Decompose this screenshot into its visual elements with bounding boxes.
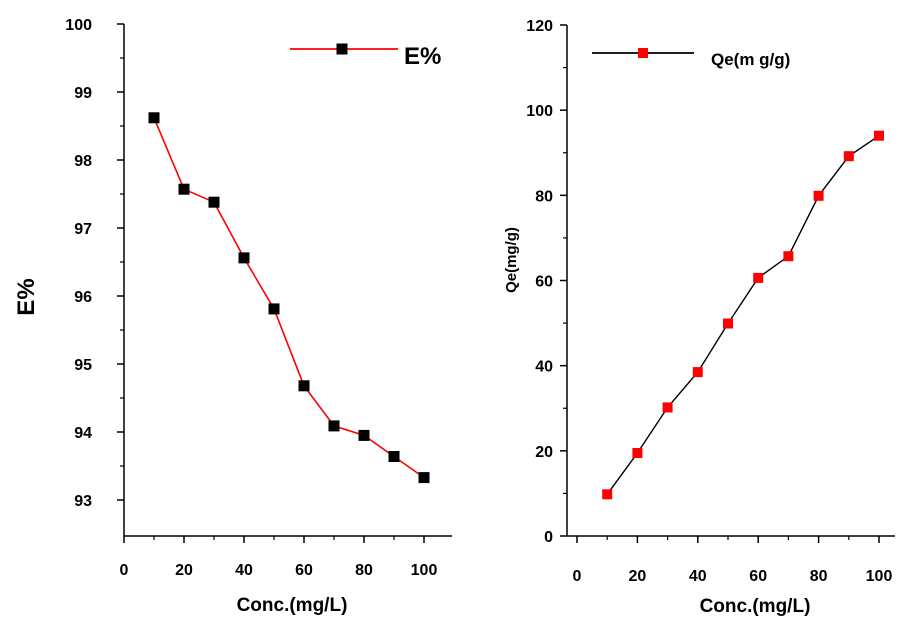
x-tick-label: 80 — [355, 562, 373, 579]
data-point — [418, 472, 430, 484]
y-tick-label: 95 — [74, 357, 92, 374]
data-point — [723, 318, 733, 329]
data-point — [178, 183, 190, 195]
x-tick-label: 20 — [175, 562, 193, 579]
x-tick-label: 0 — [120, 562, 129, 579]
data-point — [328, 420, 340, 432]
data-point — [298, 380, 310, 392]
y-tick-label: 98 — [74, 153, 92, 170]
legend-marker — [638, 48, 648, 58]
legend-label: Qe(m g/g) — [711, 50, 790, 69]
data-point — [874, 130, 884, 141]
data-point — [813, 190, 824, 201]
data-point — [208, 196, 220, 208]
x-tick-label: 40 — [689, 568, 707, 585]
y-tick-label: 20 — [535, 444, 553, 461]
data-point — [268, 303, 280, 315]
y-tick-label: 40 — [535, 359, 553, 376]
x-axis-label: Conc.(mg/L) — [237, 595, 348, 616]
y-tick-label: 96 — [74, 289, 92, 306]
data-point — [632, 448, 643, 458]
data-point — [662, 402, 673, 413]
x-tick-label: 40 — [235, 562, 253, 579]
y-tick-label: 100 — [526, 103, 553, 120]
x-tick-label: 100 — [411, 562, 438, 579]
x-tick-label: 80 — [810, 568, 828, 585]
x-tick-label: 0 — [573, 568, 582, 585]
y-tick-label: 60 — [535, 274, 553, 291]
series-line — [153, 117, 425, 479]
data-point — [692, 367, 703, 378]
chart-panel-2: 0 20 40 60 80 100 120 0 20 40 60 80 100 Conc.(mg/L) Qe… — [503, 18, 895, 617]
y-axis-label: E% — [13, 278, 40, 315]
y-tick-label: 80 — [535, 188, 553, 205]
y-tick-label: 93 — [74, 493, 92, 510]
y-tick-label: 94 — [74, 425, 92, 442]
x-tick-label: 60 — [295, 562, 313, 579]
y-tick-label: 100 — [65, 17, 92, 34]
data-point — [783, 251, 794, 262]
chart-panel-1: 93 94 95 96 97 98 99 100 0 20 40 60 80 100 Conc.(mg/L)… — [13, 17, 452, 616]
x-axis-label: Conc.(mg/L) — [700, 596, 811, 617]
series-line — [606, 135, 880, 495]
y-tick-label: 99 — [74, 85, 92, 102]
data-point — [753, 272, 764, 283]
y-tick-label: 120 — [526, 18, 553, 35]
data-point — [358, 429, 370, 441]
data-point — [238, 252, 250, 264]
x-tick-label: 20 — [629, 568, 647, 585]
y-axis-label: Qe(mg/g) — [503, 227, 520, 293]
y-tick-label: 0 — [544, 529, 553, 546]
legend-label: E% — [404, 43, 441, 70]
data-point — [843, 151, 854, 162]
data-point — [602, 489, 613, 500]
x-tick-label: 100 — [866, 568, 893, 585]
data-point — [148, 112, 160, 124]
data-point — [388, 451, 400, 462]
legend-marker — [336, 43, 348, 55]
x-tick-label: 60 — [749, 568, 767, 585]
y-tick-label: 97 — [74, 221, 92, 238]
